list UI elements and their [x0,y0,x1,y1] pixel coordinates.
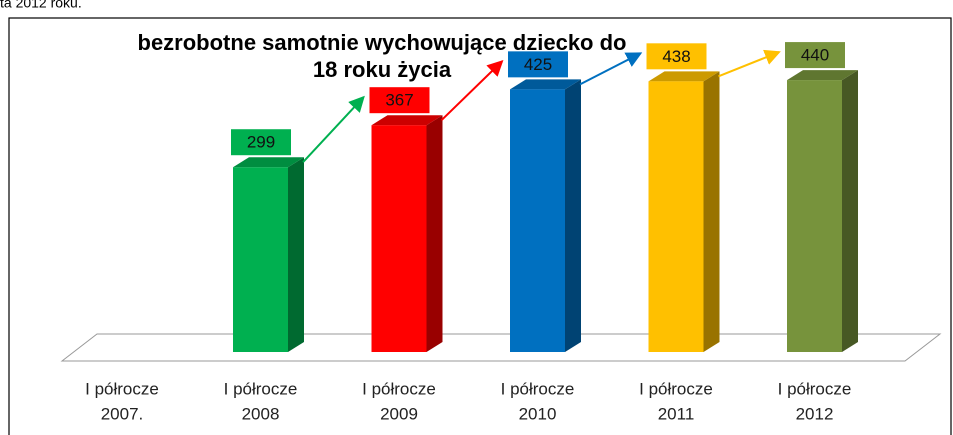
value-label: 299 [247,133,275,152]
bar [648,81,704,352]
value-label: 440 [801,46,829,65]
x-tick-label: I półrocze [362,379,436,398]
bar-top [233,157,304,168]
bar-side [565,79,581,352]
bar-side [842,70,858,352]
value-label: 425 [524,55,552,74]
x-tick-label: I półrocze [639,379,713,398]
x-tick-label: 2010 [519,404,557,423]
x-tick-label: 2008 [242,404,280,423]
trend-arrow [440,59,504,121]
x-tick-label: I półrocze [85,379,159,398]
value-label-box [369,87,430,114]
chart-title: bezrobotne samotnie wychowujące dziecko … [138,30,627,55]
bar-side [703,71,720,352]
bar-top [510,79,581,90]
bar-top [371,115,443,126]
bar-side [426,115,443,352]
x-tick-label: I półrocze [224,379,298,398]
trend-arrow [579,52,643,86]
trend-arrow [718,49,781,78]
x-tick-label: 2007. [101,404,144,423]
value-label-box [231,129,291,156]
chart-title: 18 roku życia [313,57,452,82]
value-label-box [508,51,568,78]
x-tick-label: I półrocze [501,379,575,398]
x-tick-label: 2009 [380,404,418,423]
value-label: 367 [385,91,413,110]
x-tick-label: I półrocze [778,379,852,398]
trend-arrow [302,95,365,163]
bar-top [648,71,720,82]
bar [233,167,288,352]
bar-top [787,70,858,81]
value-label-box [646,43,707,70]
value-label: 438 [662,47,690,66]
bar-side [288,157,304,352]
x-tick-label: 2012 [796,404,834,423]
value-label-box [785,42,845,69]
bar [787,80,842,352]
x-tick-label: 2011 [658,404,695,423]
bar [510,89,565,352]
caption: ta 2012 roku. [0,0,82,11]
bar [371,125,427,352]
